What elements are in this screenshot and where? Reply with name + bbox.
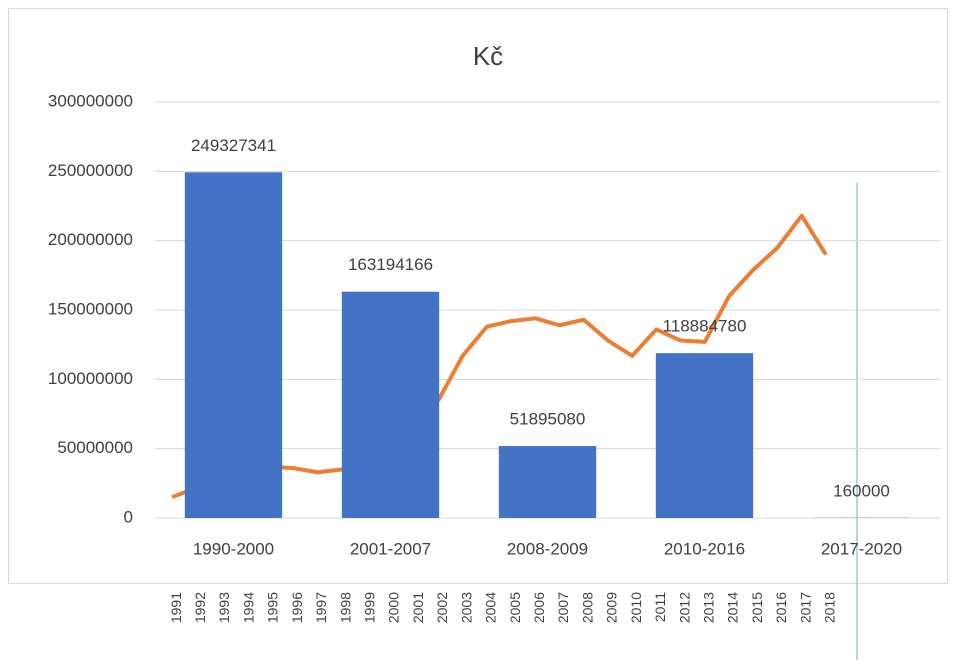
x2-tick-label: 2017 — [797, 592, 813, 623]
x2-tick-label: 2012 — [676, 592, 692, 623]
x-tick-label: 2010-2016 — [664, 539, 745, 558]
x2-tick-label: 1998 — [337, 592, 353, 623]
data-label: 249327341 — [191, 136, 276, 155]
x2-tick-label: 1995 — [265, 592, 281, 623]
x2-tick-label: 2001 — [410, 592, 426, 623]
x2-tick-label: 2018 — [822, 592, 838, 623]
x2-tick-label: 1994 — [240, 592, 256, 623]
x2-tick-label: 1991 — [168, 592, 184, 623]
x2-tick-label: 2015 — [749, 592, 765, 623]
data-label: 118884780 — [663, 317, 747, 336]
x2-tick-label: 2013 — [701, 592, 717, 623]
y-tick-label: 150000000 — [48, 299, 133, 318]
x2-tick-label: 1992 — [192, 592, 208, 623]
y-tick-label: 50000000 — [57, 438, 133, 457]
x2-tick-label: 2006 — [531, 592, 547, 623]
x2-tick-label: 1997 — [313, 592, 329, 623]
data-label: 51895080 — [510, 410, 586, 429]
chart-border — [8, 8, 948, 584]
bar — [498, 446, 597, 518]
bar — [341, 291, 440, 518]
x-tick-label: 2017-2020 — [821, 539, 902, 558]
data-label: 163194166 — [348, 255, 433, 274]
x-tick-label: 2001-2007 — [350, 539, 431, 558]
x2-tick-label: 1993 — [216, 592, 232, 623]
x2-tick-label: 1999 — [362, 592, 378, 623]
x2-tick-label: 2016 — [773, 592, 789, 623]
chart-title: Kč — [473, 41, 503, 71]
x2-tick-label: 2000 — [386, 592, 402, 623]
y-tick-label: 0 — [124, 507, 133, 526]
x2-tick-label: 2008 — [579, 592, 595, 623]
x2-tick-label: 1996 — [289, 592, 305, 623]
bar — [655, 353, 754, 518]
data-label: 160000 — [833, 481, 890, 500]
x2-tick-label: 2011 — [652, 592, 668, 622]
x2-tick-label: 2007 — [555, 592, 571, 623]
x2-tick-label: 2003 — [458, 592, 474, 623]
x2-tick-label: 2010 — [628, 592, 644, 623]
bar — [184, 172, 283, 518]
x2-tick-label: 2014 — [725, 592, 741, 623]
x2-tick-label: 2009 — [604, 592, 620, 623]
x2-tick-label: 2004 — [483, 592, 499, 623]
y-tick-label: 100000000 — [48, 369, 133, 388]
x2-tick-label: 2005 — [507, 592, 523, 623]
y-tick-label: 200000000 — [48, 230, 133, 249]
y-tick-label: 300000000 — [48, 91, 133, 110]
x2-tick-label: 2002 — [434, 592, 450, 623]
x-tick-label: 1990-2000 — [193, 539, 274, 558]
y-tick-label: 250000000 — [48, 161, 133, 180]
x-tick-label: 2008-2009 — [507, 539, 588, 558]
